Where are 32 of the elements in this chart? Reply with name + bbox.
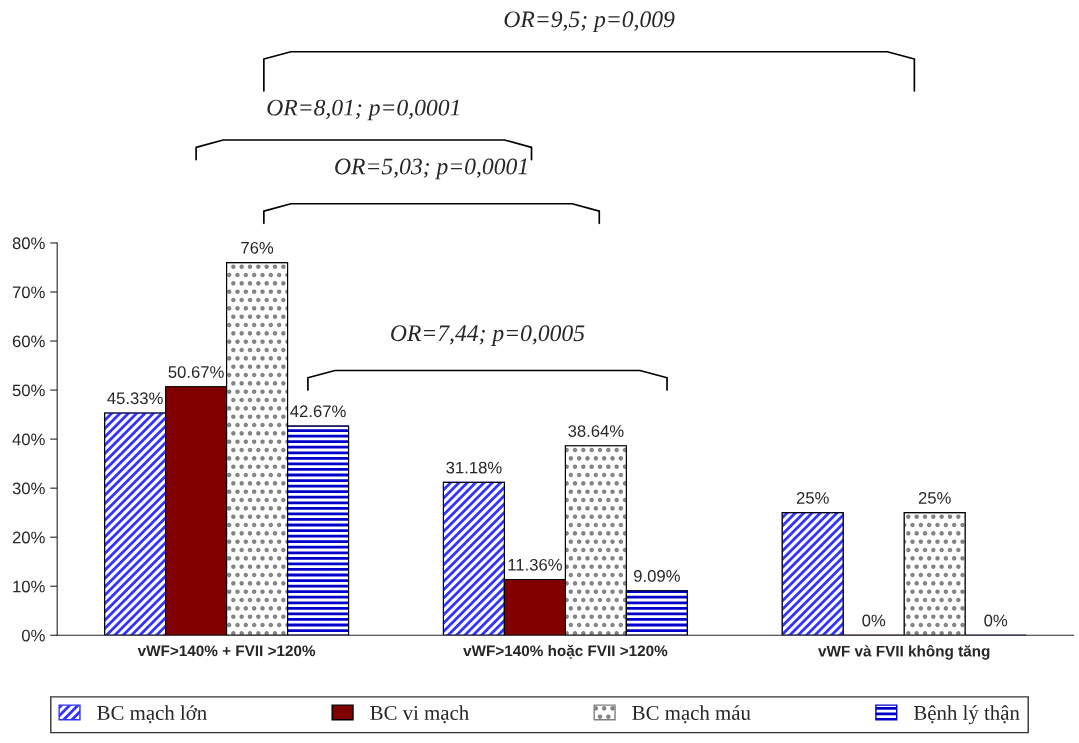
x-tick-label: vWF và FVII không tăng [818, 644, 990, 660]
data-label: 50.67% [168, 366, 224, 378]
y-tick-label: 60% [12, 335, 45, 348]
data-label: 42.67% [290, 405, 346, 418]
data-label: 0% [862, 614, 886, 627]
legend-label: Bệnh lý thận [914, 705, 1020, 725]
y-tick-label: 20% [12, 531, 45, 544]
y-tick-label: 50% [12, 384, 45, 397]
y-tick-label: 70% [12, 286, 45, 299]
annotation: OR=7,44; p=0,0005 [391, 325, 585, 346]
x-tick-label: vWF>140% hoặc FVII >120% [463, 644, 668, 659]
data-label: 31.18% [446, 461, 502, 474]
data-label: 76% [241, 241, 274, 254]
x-tick-label: vWF>140% + FVII >120% [137, 645, 316, 657]
data-label: 25% [796, 492, 829, 504]
legend-label: BC vi mạch [370, 705, 469, 724]
data-label: 45.33% [107, 392, 163, 405]
data-label: 11.36% [508, 558, 562, 571]
text: OR=5,03; p=0,0001 [335, 158, 527, 180]
data-label: 9.09% [634, 570, 680, 582]
data-label: 38.64% [568, 425, 624, 437]
data-label: 25% [918, 492, 951, 504]
text: OR=8,01; p=0,0001 [267, 99, 459, 121]
y-tick-label: 10% [13, 580, 45, 593]
y-tick-label: 80% [12, 237, 45, 250]
y-tick-label: 0% [21, 629, 45, 642]
y-tick-label: 40% [12, 433, 45, 446]
legend-label: BC mạch lớn [97, 705, 207, 724]
text: OR=9,5; p=0,009 [504, 11, 675, 33]
y-tick-label: 30% [12, 482, 45, 495]
data-label: 0% [984, 614, 1008, 627]
legend-label: BC mạch máu [632, 705, 751, 724]
